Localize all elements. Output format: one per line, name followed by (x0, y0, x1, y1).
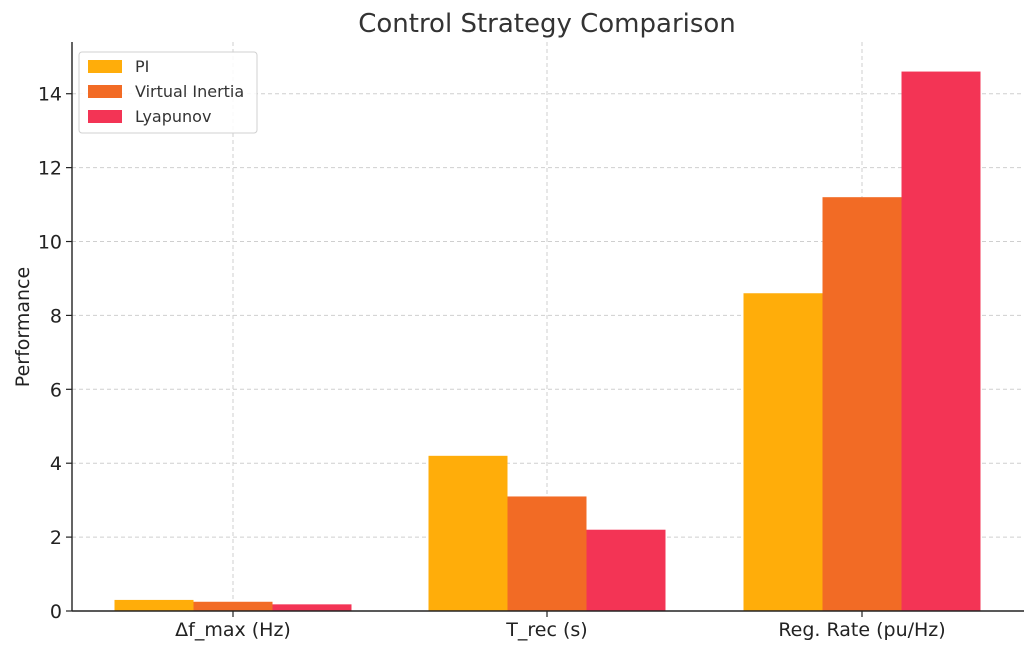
x-tick-label: T_rec (s) (505, 619, 587, 641)
y-tick-label: 14 (38, 84, 62, 106)
legend-label: PI (135, 57, 149, 76)
chart-title: Control Strategy Comparison (358, 9, 736, 39)
legend: PI Virtual Inertia Lyapunov (78, 51, 258, 134)
y-tick-label: 10 (38, 232, 62, 254)
y-axis-label: Performance (12, 267, 34, 387)
bar-pi (114, 599, 194, 611)
x-tick-label: Δf_max (Hz) (175, 619, 291, 641)
legend-swatch (88, 85, 122, 98)
bars (114, 71, 981, 611)
legend-label: Lyapunov (135, 107, 211, 126)
bar-virtual-inertia (193, 601, 273, 611)
bar-lyapunov (586, 529, 666, 611)
y-tick-label: 2 (50, 527, 62, 549)
bar-virtual-inertia (507, 496, 587, 611)
legend-frame (78, 51, 258, 134)
bar-lyapunov (272, 604, 352, 611)
y-tick-label: 4 (50, 453, 62, 475)
legend-swatch (88, 110, 122, 123)
y-tick-label: 0 (50, 601, 62, 623)
y-tick-label: 8 (50, 305, 62, 327)
y-tick-label: 6 (50, 379, 62, 401)
y-ticks: 0 2 4 6 8 10 12 14 (38, 84, 72, 623)
x-ticks: Δf_max (Hz) T_rec (s) Reg. Rate (pu/Hz) (175, 611, 946, 641)
bar-pi (428, 455, 508, 611)
bar-pi (743, 293, 823, 611)
legend-swatch (88, 60, 122, 73)
legend-label: Virtual Inertia (135, 82, 244, 101)
bar-lyapunov (901, 71, 981, 611)
x-tick-label: Reg. Rate (pu/Hz) (778, 619, 945, 641)
y-tick-label: 12 (38, 158, 62, 180)
bar-virtual-inertia (822, 197, 902, 611)
